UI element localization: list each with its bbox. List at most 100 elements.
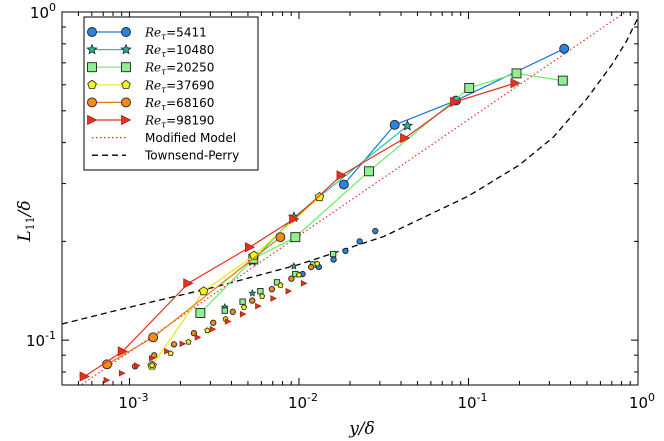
legend-marker — [87, 27, 97, 37]
legend-frame — [83, 16, 259, 171]
series-5-point — [275, 232, 286, 243]
series-4-small-point — [240, 304, 248, 310]
legend-label: Reτ=98190 — [144, 114, 214, 131]
legend-marker — [87, 114, 98, 126]
legend-label-value: =37690 — [166, 78, 214, 92]
legend-label-value: =68160 — [166, 96, 214, 110]
legend-label: Reτ=68160 — [144, 96, 214, 113]
x-tick-label-base: 10 — [118, 394, 137, 412]
x-tick-label-base: 10 — [457, 394, 476, 412]
y-tick-label: 10-1 — [26, 329, 56, 350]
series-3-small-point — [257, 288, 264, 295]
series-5-small-point — [268, 286, 276, 293]
legend-marker — [120, 43, 132, 55]
series-4-small-point — [314, 260, 321, 267]
legend-label-re: Re — [144, 61, 161, 75]
series-1-point — [559, 43, 570, 54]
legend-label-sub: τ — [161, 33, 167, 43]
series-6-point — [450, 96, 461, 108]
legend-label: Modified Model — [145, 131, 236, 145]
x-tick-label: 10-1 — [457, 391, 487, 412]
legend-marker — [121, 62, 131, 73]
series-4-point — [249, 250, 259, 260]
series-4-small-point — [204, 327, 211, 334]
legend-label: Reτ=20250 — [144, 61, 214, 78]
legend-label-value: =5411 — [166, 26, 207, 40]
y-axis-title-tail: /δ — [15, 200, 35, 218]
series-2-small-point — [289, 261, 298, 270]
y-axis-title-main: L — [15, 230, 35, 242]
legend-label-re: Re — [144, 114, 161, 128]
plot-series — [79, 43, 570, 384]
legend-label-value: =98190 — [166, 114, 214, 128]
series-1-small-point — [356, 238, 363, 245]
series-6-small-point — [103, 376, 111, 384]
series-3-point — [364, 166, 374, 177]
legend-label: Townsend-Perry — [144, 149, 239, 163]
legend-label-sub: τ — [161, 50, 167, 60]
series-6-small-point — [224, 318, 232, 325]
series-4-small-point — [277, 282, 284, 288]
x-tick-label-exponent: -2 — [307, 391, 318, 404]
series-1-small-point — [342, 247, 349, 255]
series-1-point — [389, 119, 400, 130]
series-5-small-point — [308, 263, 315, 271]
series-6-small-point — [300, 280, 308, 287]
series-6-small-point — [179, 340, 187, 348]
series-5-small-point — [288, 275, 295, 282]
y-tick-label-exponent: -1 — [45, 329, 56, 342]
series-5-point — [148, 332, 159, 343]
series-6-small-point — [285, 287, 293, 295]
legend-label-value: =20250 — [166, 61, 214, 75]
y-axis-title-sub: 11 — [24, 216, 37, 230]
series-6-point — [79, 371, 90, 382]
series-6-small-point — [118, 369, 126, 377]
x-tick-label: 100 — [629, 391, 655, 412]
x-tick-label-exponent: 0 — [648, 391, 655, 404]
legend-marker — [121, 79, 131, 89]
legend-label-value: =10480 — [166, 43, 214, 57]
series-1-small-point — [330, 256, 337, 263]
series-6-small-point — [164, 347, 171, 355]
series-1-line — [343, 48, 565, 185]
series-6-small-point — [209, 325, 217, 333]
y-tick-label: 100 — [30, 1, 56, 22]
legend-label-sub: τ — [161, 85, 167, 95]
legend-label-sub: τ — [161, 121, 167, 131]
series-6 — [79, 78, 521, 384]
series-6-small-point — [255, 302, 262, 310]
x-tick-label-exponent: -3 — [138, 391, 149, 404]
legend: Reτ=5411Reτ=10480Reτ=20250Reτ=37690Reτ=6… — [83, 16, 259, 171]
series-2-point — [401, 119, 414, 131]
legend-label-re: Re — [144, 26, 161, 40]
series-6-small-point — [134, 362, 141, 369]
y-tick-label-exponent: 0 — [49, 1, 56, 14]
series-1-small-point — [372, 227, 379, 235]
series-5-small-point — [229, 308, 236, 315]
series-4-small-point — [295, 271, 302, 278]
series-3-point — [290, 232, 301, 243]
x-tick-label-base: 10 — [629, 394, 648, 412]
legend-label-re: Re — [144, 96, 161, 110]
series-5 — [102, 232, 315, 370]
series-3-point — [511, 68, 522, 79]
legend-marker — [87, 62, 97, 73]
series-3-small-point — [273, 279, 281, 286]
series-6-point — [244, 242, 256, 253]
legend-label-sub: τ — [161, 103, 167, 113]
series-6-point — [510, 78, 521, 89]
legend-marker — [121, 27, 131, 37]
legend-marker — [87, 79, 97, 89]
series-6-small-point — [149, 354, 156, 362]
series-6-point — [289, 213, 300, 225]
series-6-point — [336, 170, 347, 181]
legend-marker — [87, 97, 97, 108]
y-tick-label-base: 10 — [30, 4, 49, 22]
legend-label-sub: τ — [161, 68, 167, 78]
series-5-small-point — [170, 341, 178, 348]
series-5-small-point — [249, 297, 256, 304]
series-3-point — [557, 75, 568, 86]
series-3-small-point — [221, 307, 228, 314]
